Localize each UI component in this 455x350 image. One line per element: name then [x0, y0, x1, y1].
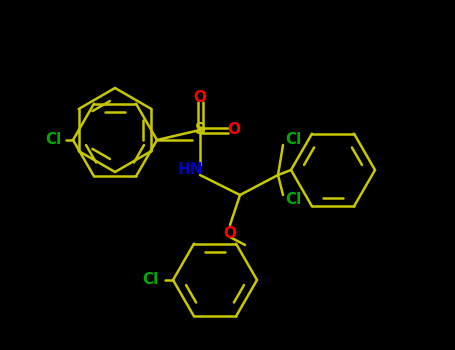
Text: Cl: Cl	[285, 193, 301, 208]
Text: Cl: Cl	[285, 133, 301, 147]
Text: S: S	[194, 122, 206, 138]
Text: Cl: Cl	[142, 273, 158, 287]
Text: O: O	[228, 122, 241, 138]
Text: HN: HN	[177, 162, 203, 177]
Text: Cl: Cl	[45, 133, 61, 147]
Text: O: O	[193, 90, 207, 105]
Text: O: O	[223, 225, 237, 240]
